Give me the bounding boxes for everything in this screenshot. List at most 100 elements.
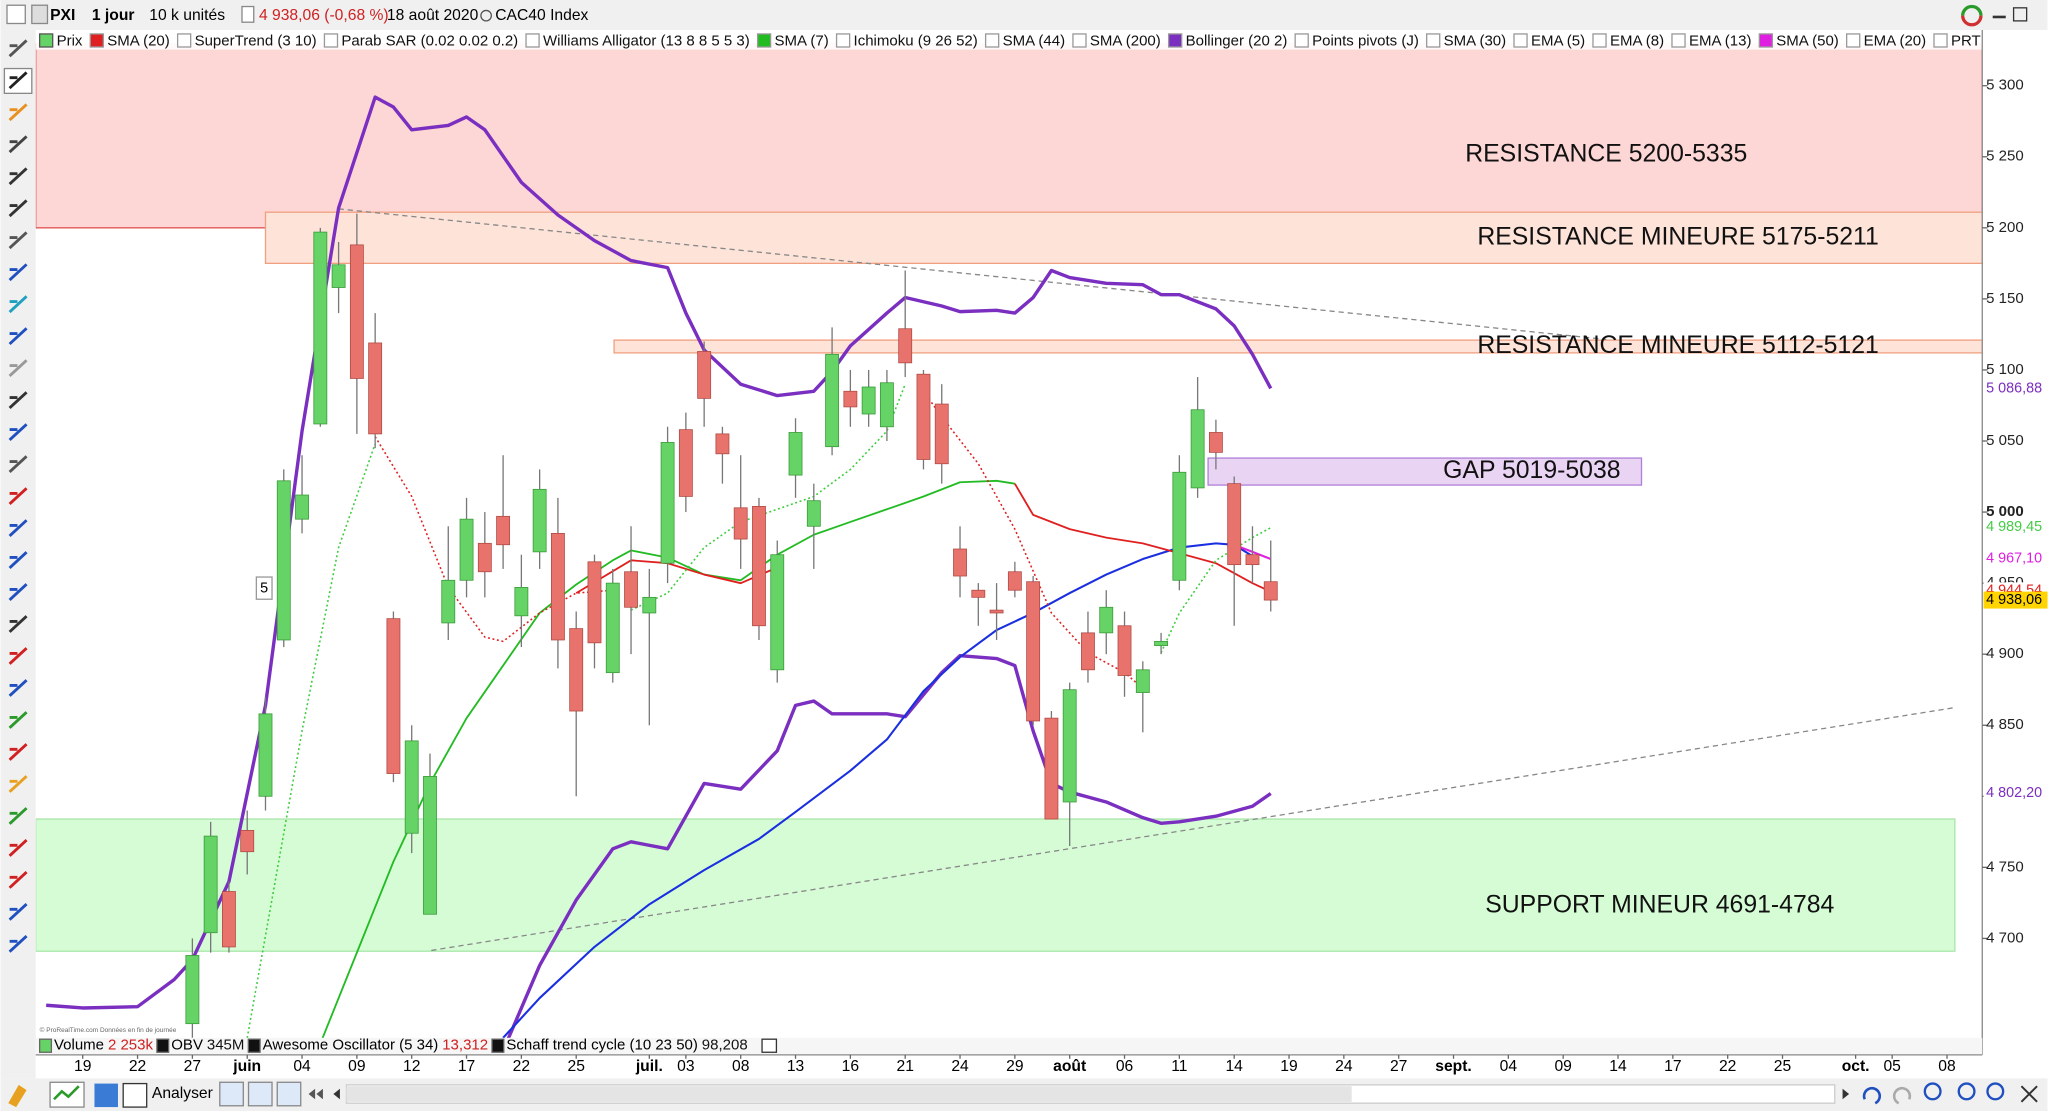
symbol[interactable]: PXI xyxy=(50,7,75,24)
candle-body xyxy=(386,618,401,774)
period[interactable]: 1 jour xyxy=(92,7,135,24)
legend-swatch[interactable] xyxy=(1846,33,1861,48)
legend-label[interactable]: Parab SAR (0.02 0.02 0.2) xyxy=(341,33,518,50)
indicator-swatch[interactable] xyxy=(247,1038,261,1053)
tool-icon xyxy=(8,231,28,250)
zoom-in[interactable] xyxy=(1986,1082,2005,1101)
reset-zoom[interactable] xyxy=(2020,1085,2038,1103)
layout-button[interactable] xyxy=(122,1082,148,1108)
pencil-icon[interactable] xyxy=(8,1084,27,1108)
indicator-label[interactable]: Volume xyxy=(54,1037,104,1054)
window-button-3[interactable] xyxy=(276,1081,302,1107)
indicator-line xyxy=(575,559,778,594)
detach-icon[interactable] xyxy=(761,1038,778,1053)
minimize[interactable] xyxy=(1992,15,2006,19)
legend-label[interactable]: SMA (44) xyxy=(1003,33,1066,50)
legend-label[interactable]: Bollinger (20 2) xyxy=(1186,33,1288,50)
candle-body xyxy=(258,713,273,797)
zone-label: RESISTANCE 5200-5335 xyxy=(1465,141,1747,168)
info-icon[interactable] xyxy=(241,5,255,23)
legend-swatch[interactable] xyxy=(984,33,1000,48)
candle-body xyxy=(989,609,1004,614)
legend-label[interactable]: SMA (20) xyxy=(107,33,170,50)
legend-swatch[interactable] xyxy=(1294,33,1309,48)
legend-swatch[interactable] xyxy=(1513,33,1528,48)
tool-icon xyxy=(8,391,28,410)
tool-icon xyxy=(8,455,28,474)
units[interactable]: 10 k unités xyxy=(149,7,225,24)
candle-body xyxy=(678,429,693,497)
event-marker[interactable]: 5 xyxy=(260,581,268,597)
price-label: 4 967,10 xyxy=(1986,551,2042,567)
legend-swatch[interactable] xyxy=(1592,33,1607,48)
zones xyxy=(35,43,1983,952)
radio[interactable] xyxy=(480,9,492,22)
legend-swatch[interactable] xyxy=(1167,33,1183,48)
candle-body xyxy=(587,561,602,644)
symbol-icon[interactable] xyxy=(31,4,49,25)
legend-label[interactable]: EMA (5) xyxy=(1531,33,1585,50)
legend-swatch[interactable] xyxy=(89,33,104,48)
tool-icon xyxy=(8,583,28,601)
legend-label[interactable]: Ichimoku (9 26 52) xyxy=(854,33,978,50)
legend-swatch[interactable] xyxy=(1671,33,1686,48)
legend-label[interactable]: EMA (20) xyxy=(1864,33,1927,50)
tool-icon xyxy=(8,135,28,154)
share-button[interactable] xyxy=(94,1083,118,1108)
legend-swatch[interactable] xyxy=(323,33,339,48)
legend-label[interactable]: SuperTrend (3 10) xyxy=(195,33,317,50)
legend-label[interactable]: SMA (7) xyxy=(775,33,829,50)
grid-icon[interactable] xyxy=(6,4,26,25)
candle-body xyxy=(1190,409,1205,489)
tool-icon xyxy=(8,103,28,122)
x-tick-label: 17 xyxy=(458,1058,475,1075)
refresh-icon-2[interactable] xyxy=(1961,15,1983,27)
indicator-swatch[interactable] xyxy=(491,1038,505,1053)
indicator-swatch[interactable] xyxy=(38,1038,53,1053)
candle-body xyxy=(880,382,894,428)
legend-label[interactable]: Prix xyxy=(57,33,83,50)
legend-swatch[interactable] xyxy=(1072,33,1087,48)
x-tick-label: 03 xyxy=(677,1058,695,1075)
scroll-left[interactable] xyxy=(333,1088,340,1100)
window-button[interactable] xyxy=(219,1081,244,1107)
analyser-button[interactable]: Analyser xyxy=(152,1085,213,1102)
legend-label[interactable]: SMA (30) xyxy=(1444,33,1507,50)
legend-swatch[interactable] xyxy=(1426,33,1441,48)
refresh-icon[interactable] xyxy=(1961,4,1983,16)
indicator-label[interactable]: Awesome Oscillator (5 34) xyxy=(263,1037,439,1054)
undo[interactable] xyxy=(1862,1086,1882,1105)
event-marker-box[interactable] xyxy=(255,576,273,600)
indicator-label[interactable]: Schaff trend cycle (10 23 50) xyxy=(506,1037,698,1054)
legend-label[interactable]: SMA (50) xyxy=(1776,33,1839,50)
scroll-thumb[interactable] xyxy=(346,1086,1352,1102)
legend-swatch[interactable] xyxy=(38,33,54,48)
scroll-right[interactable] xyxy=(1842,1088,1850,1100)
x-tick-label: 27 xyxy=(1390,1058,1407,1075)
maximize[interactable] xyxy=(2012,7,2028,22)
legend-swatch[interactable] xyxy=(835,33,851,48)
legend-label[interactable]: EMA (8) xyxy=(1610,33,1664,50)
tool-icon xyxy=(8,711,28,729)
window-button-2[interactable] xyxy=(247,1081,273,1107)
candle-body xyxy=(624,571,638,608)
legend-swatch[interactable] xyxy=(756,33,772,48)
legend-swatch[interactable] xyxy=(1758,33,1774,48)
zoom-area[interactable] xyxy=(1923,1082,1942,1101)
copyright: © ProRealTime.com Données en fin de jour… xyxy=(40,1026,177,1034)
legend-label[interactable]: Williams Alligator (13 8 8 5 5 3) xyxy=(543,33,750,50)
last-price-box xyxy=(1983,591,2048,609)
indicator-label[interactable]: OBV xyxy=(171,1037,203,1054)
zoom-out[interactable] xyxy=(1957,1082,1976,1101)
legend-swatch[interactable] xyxy=(176,33,192,48)
legend-swatch[interactable] xyxy=(525,33,540,48)
tool-icon xyxy=(8,903,28,921)
scroll-left-fast[interactable] xyxy=(308,1088,323,1100)
indicator-swatch[interactable] xyxy=(156,1038,170,1053)
legend-label[interactable]: EMA (13) xyxy=(1689,33,1752,50)
legend-label[interactable]: Points pivots (J) xyxy=(1312,33,1419,50)
legend-swatch[interactable] xyxy=(1933,33,1948,48)
candle-body xyxy=(1227,483,1242,566)
legend-label[interactable]: SMA (200) xyxy=(1090,33,1161,50)
redo[interactable] xyxy=(1892,1086,1912,1105)
